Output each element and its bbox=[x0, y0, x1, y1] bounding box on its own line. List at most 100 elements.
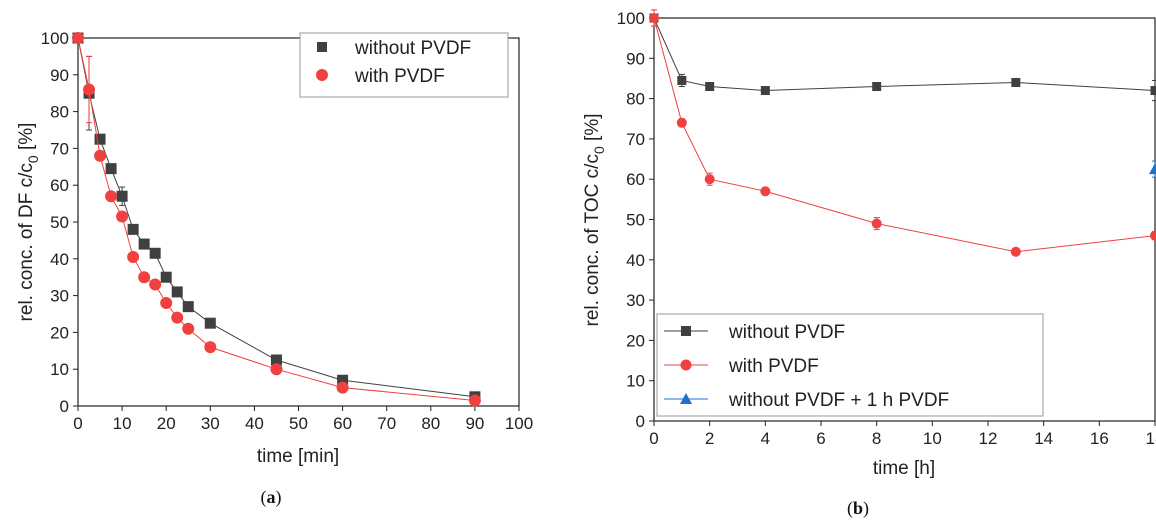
data-point bbox=[760, 186, 771, 197]
y-tick-label: 40 bbox=[626, 251, 645, 270]
data-point bbox=[204, 341, 217, 354]
x-tick-label: 90 bbox=[465, 414, 484, 433]
y-tick-label: 80 bbox=[50, 103, 69, 122]
data-point bbox=[1011, 77, 1021, 87]
data-point bbox=[1149, 163, 1156, 175]
x-tick-label: 0 bbox=[649, 429, 658, 448]
y-tick-label: 50 bbox=[626, 211, 645, 230]
series-without-pvdf-1-h-pvdf bbox=[1149, 160, 1156, 178]
x-tick-label: 14 bbox=[1034, 429, 1053, 448]
data-point bbox=[83, 83, 96, 96]
x-tick-label: 10 bbox=[923, 429, 942, 448]
y-tick-label: 30 bbox=[626, 291, 645, 310]
data-point bbox=[127, 223, 139, 235]
data-point bbox=[171, 286, 183, 298]
data-point bbox=[872, 82, 882, 92]
data-point bbox=[105, 190, 118, 203]
panel-a-legend-box bbox=[299, 32, 509, 98]
panel-a-y-ticks: 0 10 20 30 40 50 60 70 80 90 100 bbox=[41, 29, 78, 416]
data-point bbox=[94, 133, 106, 145]
data-point bbox=[649, 13, 659, 23]
x-tick-label: 12 bbox=[979, 429, 998, 448]
y-tick-label: 90 bbox=[626, 49, 645, 68]
y-tick-label: 40 bbox=[50, 250, 69, 269]
panel-b-x-ticks: 0 2 4 6 8 10 12 14 16 18 bbox=[649, 421, 1156, 448]
data-point bbox=[204, 317, 216, 329]
x-tick-label: 70 bbox=[377, 414, 396, 433]
panel-b-legend: without PVDF with PVDF without PVDF + 1 … bbox=[656, 313, 1044, 417]
panel-b-series bbox=[649, 9, 1156, 257]
y-tick-label: 0 bbox=[60, 397, 69, 416]
data-point bbox=[270, 354, 282, 366]
data-point bbox=[72, 32, 84, 44]
y-tick-label: 30 bbox=[50, 287, 69, 306]
data-point bbox=[336, 381, 349, 394]
data-point bbox=[337, 374, 349, 386]
y-tick-label: 60 bbox=[626, 170, 645, 189]
data-point bbox=[705, 82, 715, 92]
data-point bbox=[138, 238, 150, 250]
x-tick-label: 4 bbox=[761, 429, 770, 448]
x-tick-label: 40 bbox=[245, 414, 264, 433]
x-tick-label: 10 bbox=[113, 414, 132, 433]
series-with-pvdf bbox=[649, 9, 1156, 257]
y-tick-label: 70 bbox=[50, 139, 69, 158]
data-point bbox=[676, 117, 687, 128]
x-tick-label: 18 bbox=[1146, 429, 1156, 448]
legend-a-label-1: with PVDF bbox=[354, 66, 445, 87]
panel-a-legend: without PVDF with PVDF bbox=[299, 32, 509, 98]
x-tick-label: 6 bbox=[816, 429, 825, 448]
series-without-pvdf bbox=[649, 9, 1156, 102]
panel-a-caption: (a) bbox=[261, 487, 282, 508]
y-tick-label: 100 bbox=[617, 9, 645, 28]
series-line bbox=[653, 17, 1156, 92]
legend-b-triangle-icon bbox=[680, 393, 692, 404]
data-point bbox=[105, 163, 117, 175]
y-tick-label: 70 bbox=[626, 130, 645, 149]
x-tick-label: 20 bbox=[157, 414, 176, 433]
y-tick-label: 0 bbox=[636, 412, 645, 431]
panel-a-series bbox=[72, 32, 481, 407]
legend-a-label-0: without PVDF bbox=[354, 38, 471, 59]
data-point bbox=[1150, 230, 1156, 241]
x-tick-label: 60 bbox=[333, 414, 352, 433]
data-point bbox=[127, 250, 140, 263]
y-tick-label: 100 bbox=[41, 29, 69, 48]
y-tick-label: 20 bbox=[50, 323, 69, 342]
data-point bbox=[138, 271, 151, 284]
panel-a-y-axis-label: rel. conc. of DF c/c0 [%] bbox=[16, 123, 41, 322]
series-with-pvdf bbox=[72, 32, 481, 407]
panel-b-y-ticks: 0 10 20 30 40 50 60 70 80 90 100 bbox=[617, 9, 654, 431]
y-tick-label: 10 bbox=[50, 360, 69, 379]
legend-b-label-0: without PVDF bbox=[728, 322, 845, 343]
x-tick-label: 16 bbox=[1090, 429, 1109, 448]
data-point bbox=[171, 311, 184, 324]
data-point bbox=[116, 210, 129, 223]
legend-a-square-icon bbox=[317, 42, 327, 52]
y-tick-label: 60 bbox=[50, 176, 69, 195]
panel-b-y-axis-label: rel. conc. of TOC c/c0 [%] bbox=[582, 114, 607, 327]
legend-b-label-2: without PVDF + 1 h PVDF bbox=[728, 390, 949, 411]
data-point bbox=[760, 86, 770, 96]
data-point bbox=[1010, 246, 1021, 257]
legend-b-square-icon bbox=[681, 326, 691, 336]
panel-b-caption: (b) bbox=[847, 498, 869, 519]
data-point bbox=[160, 271, 172, 283]
x-tick-label: 8 bbox=[872, 429, 881, 448]
data-point bbox=[149, 278, 162, 291]
x-tick-label: 30 bbox=[201, 414, 220, 433]
x-tick-label: 100 bbox=[505, 414, 533, 433]
y-tick-label: 10 bbox=[626, 372, 645, 391]
x-tick-label: 0 bbox=[73, 414, 82, 433]
data-point bbox=[871, 218, 882, 229]
panel-a: 0 10 20 30 40 50 60 70 80 90 100 0 10 20 30 40 50 60 70 80… bbox=[16, 29, 533, 508]
data-point bbox=[160, 296, 173, 309]
legend-b-label-1: with PVDF bbox=[728, 356, 819, 377]
panel-a-x-axis-label: time [min] bbox=[257, 446, 339, 467]
data-point bbox=[149, 247, 161, 259]
data-point bbox=[677, 75, 687, 85]
y-tick-label: 50 bbox=[50, 213, 69, 232]
y-tick-label: 90 bbox=[50, 66, 69, 85]
y-tick-label: 20 bbox=[626, 331, 645, 350]
